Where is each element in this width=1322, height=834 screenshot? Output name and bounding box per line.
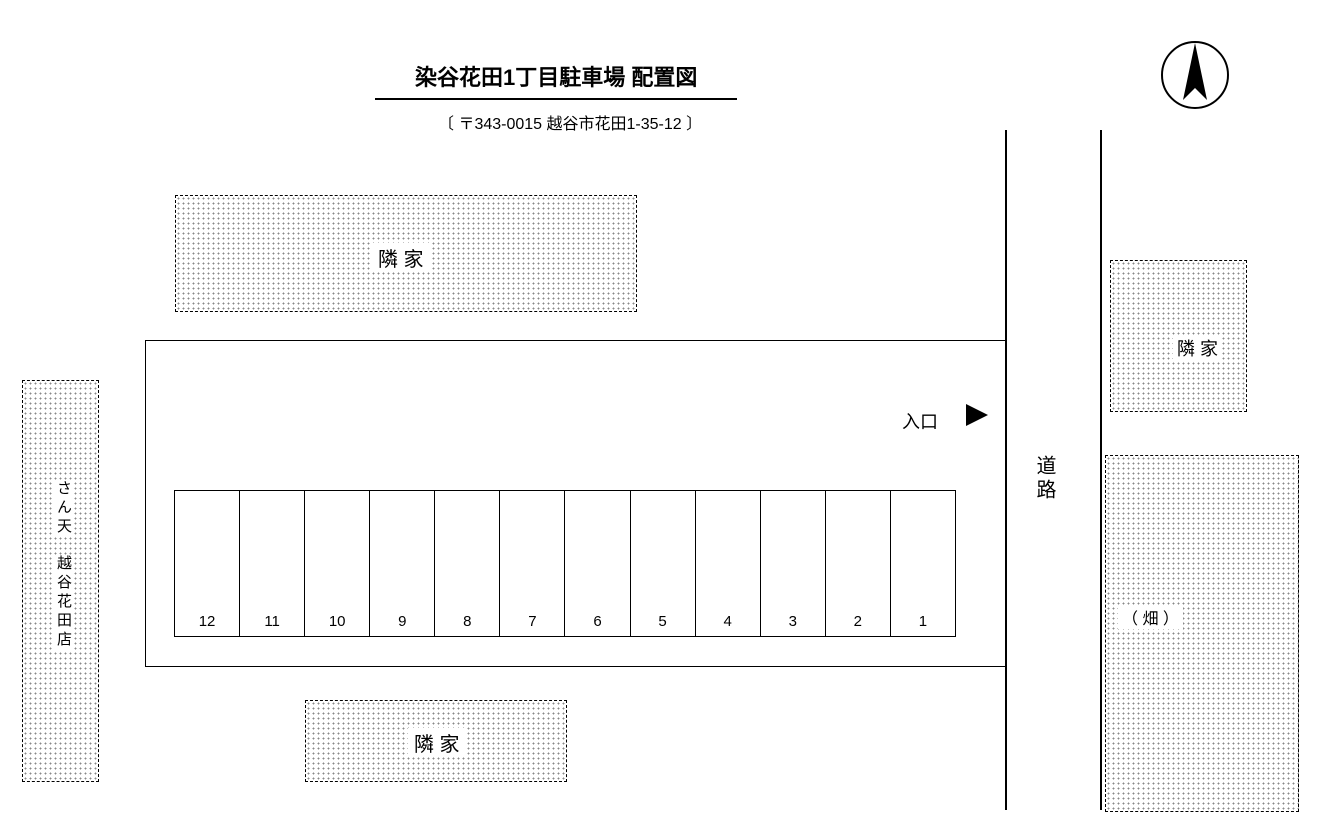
parking-space-number: 10 [305,613,369,630]
parking-space-number: 5 [631,613,695,630]
neighbor-bottom-label: 隣 家 [408,728,466,757]
parking-space-number: 9 [370,613,434,630]
page-title: 染谷花田1丁目駐車場 配置図 [375,60,737,100]
parking-space: 2 [826,491,891,636]
parking-space: 8 [435,491,500,636]
parking-space-number: 2 [826,613,890,630]
parking-space-number: 11 [240,613,304,630]
parking-space: 4 [696,491,761,636]
santen-label-2: 越谷花田店 [53,555,74,650]
road-line-right [1100,130,1102,810]
entrance-arrow-icon [962,400,992,435]
parking-space-number: 7 [500,613,564,630]
compass-icon [1160,40,1230,110]
parking-space: 9 [370,491,435,636]
parking-space: 11 [240,491,305,636]
parking-space: 1 [891,491,955,636]
parking-space: 10 [305,491,370,636]
parking-space: 6 [565,491,630,636]
road-label: 道路 [1030,455,1059,503]
parking-space-number: 6 [565,613,629,630]
parking-space: 3 [761,491,826,636]
parking-space-number: 12 [175,613,239,630]
neighbor-top-label: 隣 家 [370,243,432,272]
parking-space-number: 8 [435,613,499,630]
neighbor-right-label: 隣 家 [1173,335,1222,361]
parking-space-number: 3 [761,613,825,630]
field-label: （ 畑 ） [1118,605,1183,629]
parking-space: 5 [631,491,696,636]
parking-space: 7 [500,491,565,636]
entrance-label: 入口 [902,408,938,434]
parking-space: 12 [175,491,240,636]
parking-space-number: 4 [696,613,760,630]
santen-label-1: さん天 [53,480,74,537]
parking-space-number: 1 [891,613,955,630]
field-box [1105,455,1299,812]
parking-spaces: 121110987654321 [174,490,956,637]
page-subtitle: 〔 〒343-0015 越谷市花田1-35-12 〕 [438,110,702,134]
